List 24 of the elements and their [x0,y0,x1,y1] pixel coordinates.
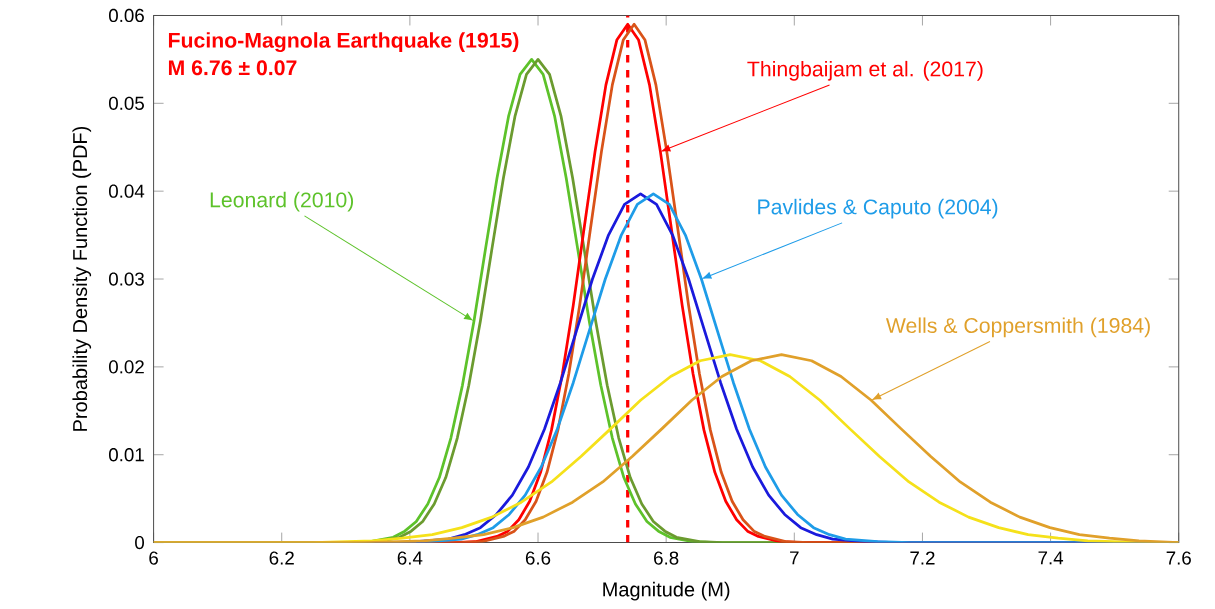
x-tick-label: 6.8 [654,551,679,565]
annotation: Fucino-Magnola Earthquake (1915) [168,32,519,53]
x-axis-title: Magnitude (M) [603,581,730,601]
x-tick-label: 6.2 [269,551,294,565]
text: Pavlides & Caputo (2004) [758,198,998,219]
x-tick-label: 6.4 [397,551,423,565]
annotation: M 6.76 ± 0.07 [168,60,297,76]
y-tick-label: 0.06 [109,8,144,23]
text: Leonard (2010) [210,191,354,212]
y-tick-label: 0.05 [109,96,144,111]
y-tick-label: 0.02 [109,360,144,374]
y-tick-label: 0.01 [109,448,144,462]
x-tick-label: 6 [149,551,158,565]
y-tick-label: 0.04 [109,184,145,198]
y-axis-title: Probability Density Function (PDF) [72,127,92,431]
x-tick-label: 7 [790,551,799,565]
text: Thingbaijam et al. (2017) [747,60,983,81]
x-tick-label: 6.6 [525,551,551,565]
x-tick-label: 7.4 [1038,551,1064,565]
x-tick-label: 7.2 [910,551,935,565]
y-tick-label: 0.03 [109,272,144,286]
x-tick-label: 7.6 [1166,551,1191,565]
text: Wells & Coppersmith (1984) [885,317,1150,338]
y-tick-label: 0 [135,536,145,550]
